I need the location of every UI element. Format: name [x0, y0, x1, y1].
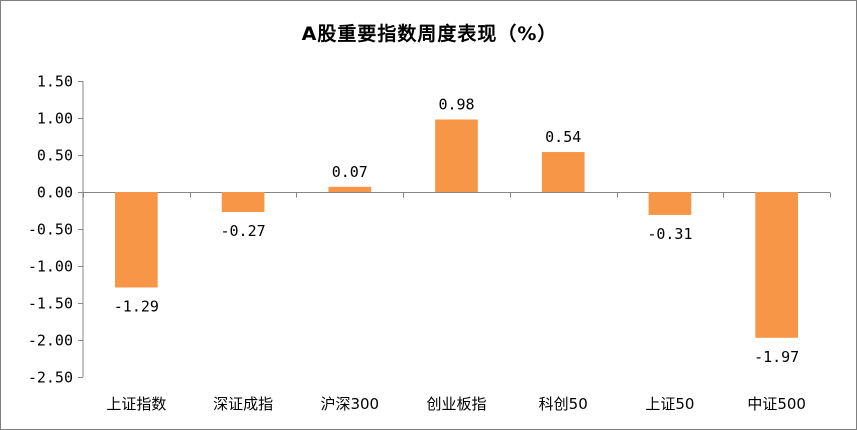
y-tick-label: -2.00: [28, 332, 73, 350]
y-tick-label: -1.50: [28, 295, 73, 313]
x-category-label: 沪深300: [320, 395, 379, 413]
x-category-label: 深证成指: [213, 395, 273, 413]
x-category-label: 中证500: [747, 395, 806, 413]
bar-5: [541, 152, 585, 192]
data-label: -1.97: [754, 348, 799, 366]
bar-6: [648, 192, 692, 215]
y-tick-label: 0.00: [37, 184, 73, 202]
y-tick-label: 1.50: [37, 73, 73, 91]
data-label: 0.07: [332, 163, 368, 181]
bar-4: [435, 119, 478, 192]
y-tick-label: 1.00: [37, 110, 73, 128]
x-category-label: 创业板指: [426, 395, 486, 413]
x-category-label: 上证指数: [106, 395, 166, 413]
y-tick-label: 0.50: [37, 147, 73, 165]
data-label: -1.29: [114, 297, 159, 315]
data-label: -0.27: [220, 222, 265, 240]
bar-3: [328, 186, 372, 192]
bar-7: [755, 192, 798, 338]
y-tick-label: -2.50: [28, 369, 73, 387]
bar-2: [221, 192, 265, 212]
x-category-label: 科创50: [539, 395, 588, 413]
chart-title: A股重要指数周度表现（%）: [301, 23, 558, 45]
data-label: 0.98: [438, 95, 474, 113]
data-label: 0.54: [545, 128, 581, 146]
data-label: -0.31: [647, 225, 692, 243]
y-tick-label: -0.50: [28, 221, 73, 239]
bar-1: [115, 192, 158, 288]
y-tick-label: -1.00: [28, 258, 73, 276]
x-category-label: 上证50: [645, 395, 694, 413]
